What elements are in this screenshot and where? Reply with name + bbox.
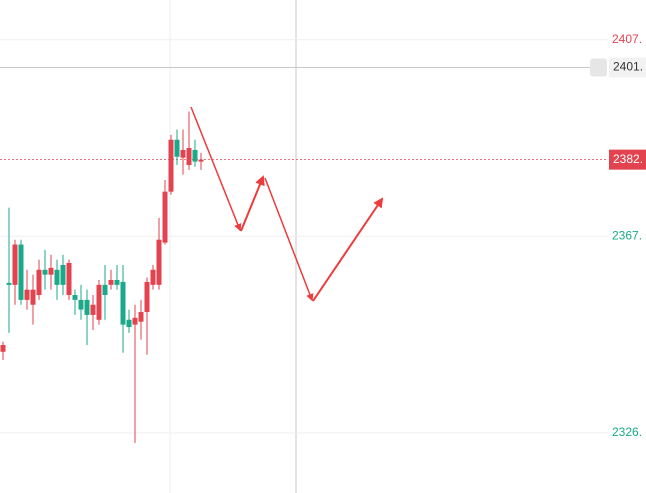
candle-body bbox=[174, 139, 180, 157]
candle-body bbox=[120, 281, 126, 325]
candle-body bbox=[180, 149, 186, 158]
candle-body bbox=[96, 284, 102, 320]
candle-body bbox=[150, 269, 156, 285]
arrow bbox=[312, 197, 384, 302]
candle-body bbox=[48, 267, 54, 275]
candle-body bbox=[108, 279, 114, 285]
candle-body bbox=[192, 149, 198, 162]
candle-body bbox=[18, 244, 24, 300]
arrow bbox=[190, 106, 242, 232]
candle-body bbox=[132, 317, 138, 325]
candle-body bbox=[54, 269, 60, 285]
candle-body bbox=[24, 289, 30, 300]
last-price-label: 2382. bbox=[613, 152, 643, 166]
plot bbox=[0, 39, 608, 444]
candle-body bbox=[144, 281, 150, 313]
arrow bbox=[240, 175, 265, 232]
y-tick-label: 2407. bbox=[612, 32, 642, 46]
candle-body bbox=[42, 269, 48, 275]
candle-body bbox=[36, 269, 42, 296]
candle-body bbox=[0, 345, 6, 352]
candle-body bbox=[84, 299, 90, 315]
candle-body bbox=[156, 239, 162, 285]
candle-body bbox=[72, 295, 78, 300]
candle-body bbox=[162, 191, 168, 243]
y-tick-label: 2367. bbox=[612, 228, 642, 242]
crosshair-price-box bbox=[609, 57, 646, 78]
y-tick-label: 2326. bbox=[612, 425, 642, 439]
candle-body bbox=[90, 304, 96, 315]
crosshair-price-label: 2401. bbox=[613, 60, 643, 74]
candle-body bbox=[138, 312, 144, 322]
crosshair-icon bbox=[590, 58, 607, 77]
drawing-arrows bbox=[190, 106, 384, 302]
candle-body bbox=[114, 279, 120, 285]
candle-body bbox=[30, 289, 36, 305]
last-price-box bbox=[609, 149, 646, 170]
candle-body bbox=[168, 139, 174, 192]
candle-body bbox=[78, 299, 84, 310]
arrow bbox=[264, 177, 314, 302]
candle-body bbox=[102, 284, 108, 296]
candle-body bbox=[6, 282, 12, 285]
candle-body bbox=[186, 147, 192, 165]
candle-body bbox=[198, 159, 204, 162]
candle-body bbox=[60, 264, 66, 285]
candle-body bbox=[126, 319, 132, 328]
candle-body bbox=[66, 262, 72, 296]
candle-body bbox=[12, 244, 18, 285]
